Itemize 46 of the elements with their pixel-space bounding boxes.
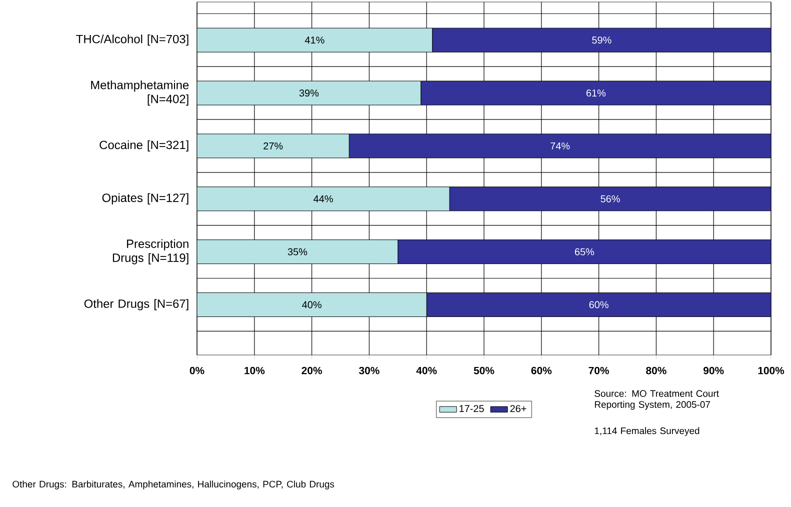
bar [197,28,433,52]
data-label: 60% [589,301,608,308]
data-label: 35% [288,248,308,256]
bar [398,240,772,264]
bar [449,186,772,212]
data-label: 27% [264,142,283,150]
bar [197,186,450,212]
y-tick-label: THC/Alcohol [N=703] [76,34,188,46]
data-label: 74% [550,142,570,150]
bar [197,240,398,264]
x-tick-label: 40% [416,366,437,374]
x-tick-label: 60% [531,366,552,374]
x-tick-label: 0% [190,366,204,374]
x-tick-label: 90% [704,366,724,374]
data-label: 65% [574,248,594,256]
text: 1,114 Females Surveyed [594,427,700,436]
x-tick-label: 70% [588,366,609,374]
legend-label: 17-25 [460,405,484,412]
data-label: 61% [586,89,606,97]
x-tick-label: 10% [244,366,265,374]
data-label: 56% [600,195,620,202]
bar [426,292,772,317]
text: Other Drugs: Barbiturates, Amphetamines, Hallucinogens, PCP, Club Drugs [12,480,334,490]
x-tick-label: 50% [474,366,494,374]
data-label: 41% [304,36,324,44]
data-label: 39% [299,89,319,97]
bar [197,80,422,106]
bar [420,80,772,106]
bar [348,134,772,158]
source-note: Source: MO Treatment Court Reporting System, 2005-07 [594,390,719,410]
y-tick-label: Cocaine [N=321] [100,140,188,152]
x-tick-label: 80% [646,366,666,374]
bar [197,134,350,158]
data-label: 40% [302,301,322,308]
bar [197,292,427,317]
bar [432,28,772,52]
x-tick-label: 20% [302,366,322,374]
data-label: 59% [592,36,612,44]
x-tick-label: 30% [358,366,380,374]
y-tick-label: Prescription Drugs [N=119] [112,239,188,264]
y-tick-label: Opiates [N=127] [102,193,188,204]
y-tick-label: Methamphetamine [N=402] [91,80,189,106]
legend-label: 26+ [510,405,526,412]
data-label: 44% [314,195,333,202]
x-tick-label: 100% [758,366,784,374]
y-tick-label: Other Drugs [N=67] [84,299,188,310]
